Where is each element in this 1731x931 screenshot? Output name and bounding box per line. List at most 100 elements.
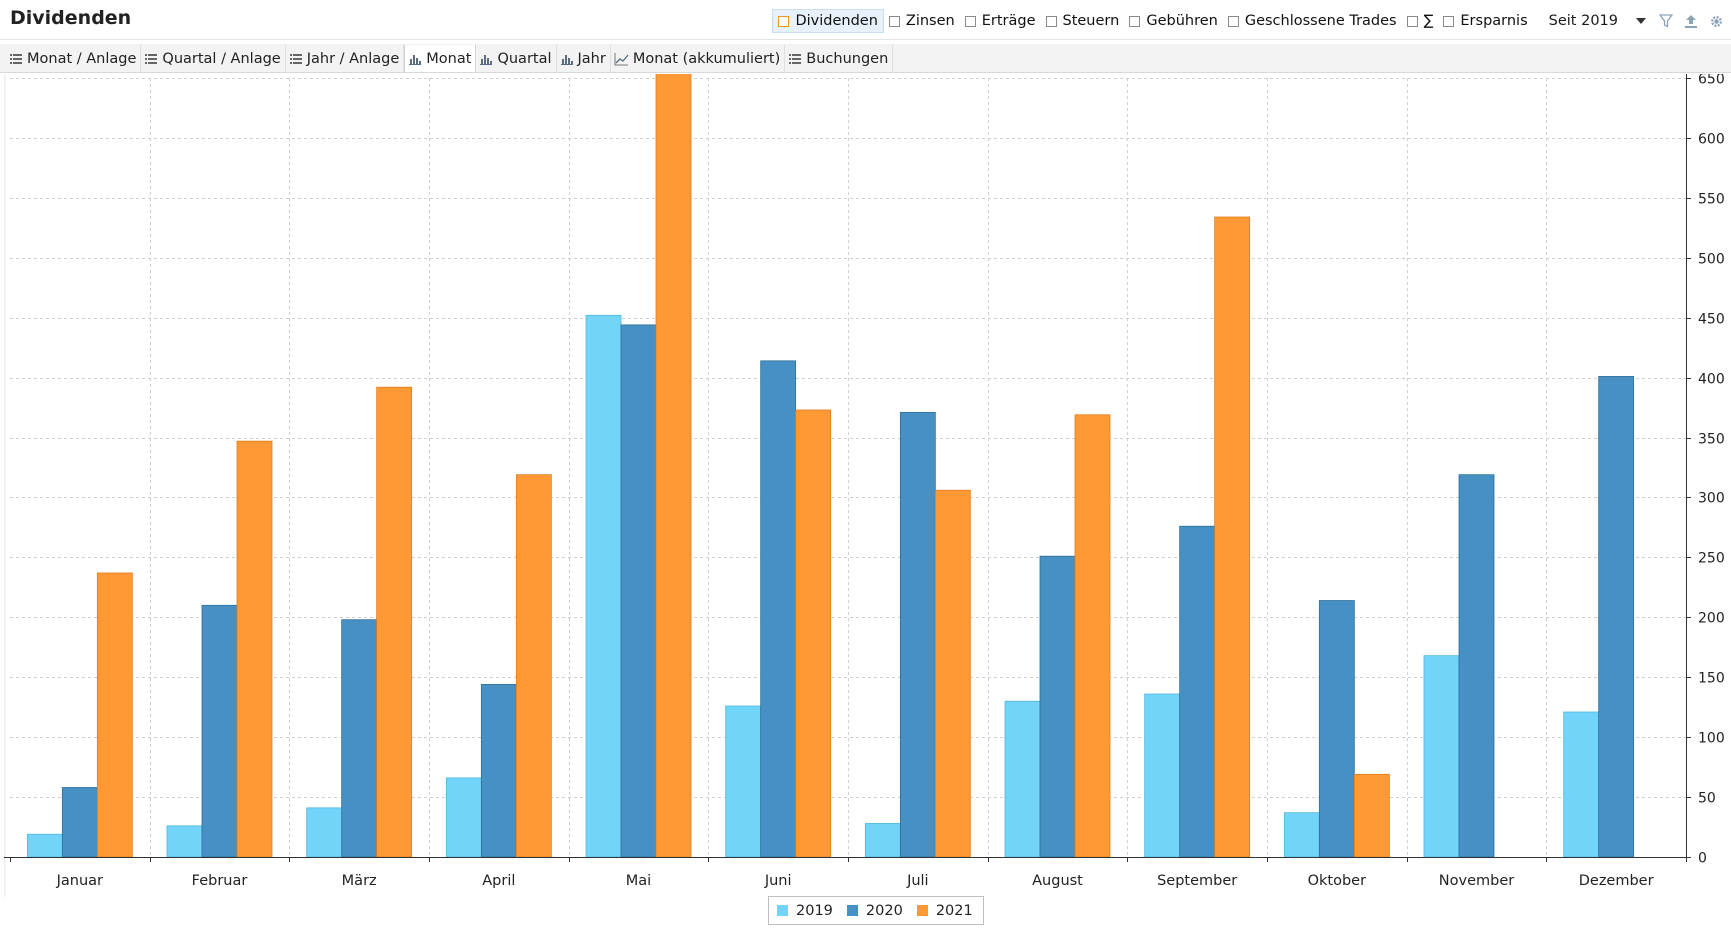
bar-2020-oktober: [1318, 600, 1355, 858]
bar-2020-april: [480, 684, 517, 858]
x-tick-label: Dezember: [1579, 873, 1654, 889]
filter-label: Gebühren: [1146, 13, 1218, 29]
x-tick-label: Februar: [192, 873, 248, 889]
bar-2021-juli: [934, 489, 971, 858]
x-tick-label: Juli: [906, 873, 929, 889]
x-tick-label: Juni: [764, 873, 792, 889]
bar-2020-mai: [620, 324, 657, 858]
filter-ersparnis[interactable]: Ersparnis: [1438, 9, 1532, 33]
bar-2021-april: [515, 474, 552, 858]
y-tick-label: 300: [1698, 491, 1725, 507]
filter-bar: Dividenden Zinsen Erträge Steuern Gebühr…: [772, 9, 1725, 33]
filter-icon[interactable]: [1657, 12, 1675, 30]
tab-quartal[interactable]: Quartal: [476, 45, 557, 72]
legend-label: 2019: [796, 902, 833, 919]
legend-swatch: [916, 905, 928, 916]
table-icon: [789, 53, 802, 64]
period-label: Seit 2019: [1548, 13, 1618, 29]
y-tick-label: 0: [1698, 851, 1707, 867]
legend-item-2019[interactable]: 2019: [777, 903, 833, 919]
filter-steuern[interactable]: Steuern: [1041, 9, 1125, 33]
tab-jahr[interactable]: Jahr: [557, 45, 611, 72]
x-tick-label: April: [482, 873, 515, 889]
filter-geschlossene-trades[interactable]: Geschlossene Trades: [1223, 9, 1402, 33]
tab-label: Buchungen: [806, 50, 889, 67]
filter-label: Dividenden: [795, 13, 878, 29]
tab-label: Monat: [426, 50, 472, 67]
x-tick-label: November: [1439, 873, 1514, 889]
y-tick-label: 350: [1698, 432, 1725, 448]
bar-2021-januar: [96, 572, 133, 858]
legend-item-2020[interactable]: 2020: [846, 902, 903, 919]
legend-swatch: [777, 905, 788, 916]
tab-label: Quartal: [497, 50, 552, 67]
bar-2019-juni: [725, 705, 762, 858]
legend-item-2021[interactable]: 2021: [916, 902, 973, 919]
gear-icon[interactable]: [1707, 12, 1725, 30]
filter-zinsen[interactable]: Zinsen: [884, 9, 960, 33]
bar-2019-märz: [306, 807, 343, 858]
bar-2019-juli: [864, 823, 901, 858]
bar-2020-november: [1458, 474, 1495, 858]
bar-2021-mai: [655, 74, 692, 858]
tab-label: Jahr: [577, 50, 606, 67]
tab-quartal-anlage[interactable]: Quartal / Anlage: [141, 45, 286, 72]
tab-monat-akkumuliert[interactable]: Monat (akkumuliert): [611, 45, 786, 72]
bar-2020-februar: [201, 604, 238, 858]
tab-buchungen[interactable]: Buchungen: [785, 45, 894, 72]
bar-2021-februar: [236, 440, 273, 858]
bar-2020-juli: [899, 411, 936, 858]
x-tick-label: September: [1157, 873, 1237, 889]
table-icon: [289, 53, 302, 64]
filter-label: Zinsen: [905, 13, 955, 29]
bar-2019-dezember: [1563, 711, 1600, 858]
filter-summe[interactable]: ∑: [1402, 9, 1439, 33]
filter-gebuehren[interactable]: Gebühren: [1124, 9, 1223, 33]
x-tick-label: März: [342, 873, 377, 889]
bar-2019-januar: [26, 833, 63, 858]
y-tick-label: 550: [1698, 192, 1725, 208]
tab-jahr-anlage[interactable]: Jahr / Anlage: [286, 45, 405, 72]
y-tick-label: 250: [1698, 551, 1725, 567]
bar-2020-märz: [341, 619, 378, 858]
bar-2019-april: [445, 777, 482, 858]
chart-area: 0 50 100 150 200 250 300 350 400 450 500 550 600 650 J…: [0, 74, 1731, 931]
bar-2019-mai: [585, 314, 622, 858]
tab-monat[interactable]: Monat: [404, 45, 477, 72]
legend-label: 2021: [935, 902, 973, 919]
table-icon: [10, 53, 22, 64]
bar-2019-november: [1423, 655, 1460, 858]
bar-2020-dezember: [1598, 376, 1635, 858]
filter-label: Steuern: [1062, 13, 1120, 29]
bar-2021-september: [1214, 216, 1251, 858]
y-tick-label: 650: [1698, 74, 1725, 88]
checkbox-icon: [778, 15, 790, 27]
checkbox-icon: [888, 15, 900, 27]
bar-2020-september: [1179, 525, 1216, 858]
tab-label: Monat / Anlage: [27, 50, 137, 67]
y-tick-label: 100: [1698, 731, 1725, 747]
x-tick-label: Januar: [56, 873, 103, 889]
table-icon: [145, 53, 158, 64]
y-tick-label: 50: [1698, 791, 1716, 807]
y-tick-label: 600: [1698, 132, 1725, 148]
x-tick-label: Mai: [626, 873, 651, 889]
filter-label: Ersparnis: [1460, 13, 1528, 29]
bar-2019-september: [1144, 693, 1181, 858]
filter-dividenden[interactable]: Dividenden: [772, 9, 884, 33]
checkbox-icon: [1129, 15, 1141, 27]
page-title: Dividenden: [10, 7, 132, 29]
bar-2019-februar: [166, 825, 203, 858]
chevron-down-icon: [1636, 18, 1646, 24]
bar-chart-icon: [409, 54, 422, 65]
line-chart-icon: [614, 52, 629, 65]
bar-2020-juni: [760, 360, 797, 858]
export-icon[interactable]: [1682, 12, 1700, 30]
filter-ertraege[interactable]: Erträge: [960, 9, 1041, 33]
period-dropdown[interactable]: Seit 2019: [1545, 13, 1650, 29]
legend-label: 2020: [865, 902, 903, 919]
bar-2020-januar: [61, 787, 98, 858]
tab-monat-anlage[interactable]: Monat / Anlage: [6, 45, 142, 72]
tab-label: Jahr / Anlage: [306, 50, 400, 67]
